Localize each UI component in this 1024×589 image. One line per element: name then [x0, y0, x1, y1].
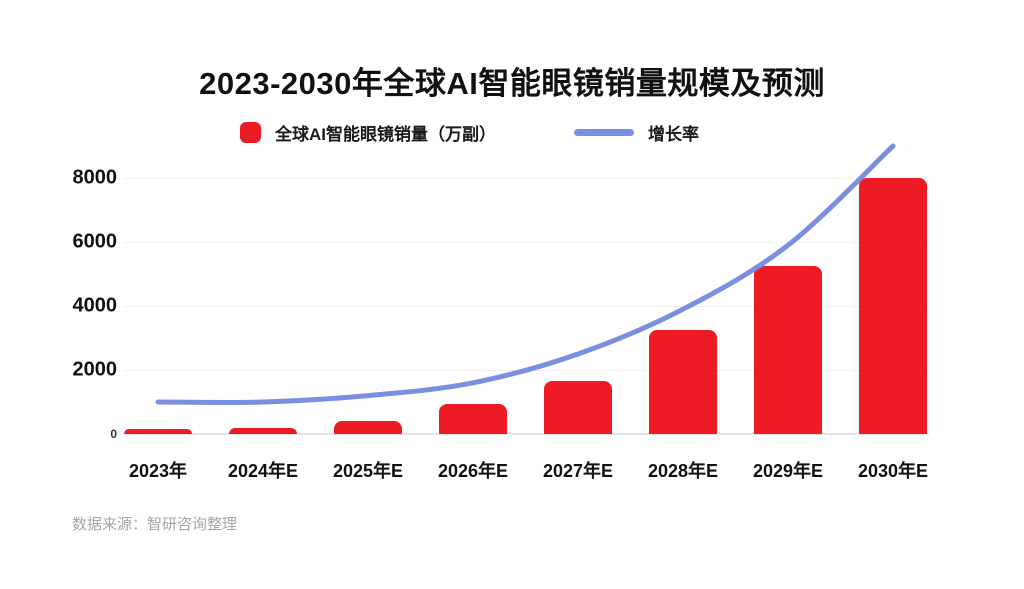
legend-swatch-red-square: [240, 121, 261, 143]
bar-2023年: [124, 429, 192, 434]
legend-swatch-blue-line: [574, 128, 634, 136]
x-axis-label: 2027年E: [542, 461, 614, 481]
x-axis-label: 2030年E: [857, 461, 929, 481]
y-axis-label: 4000: [72, 294, 118, 317]
legend-label-growth: 增长率: [648, 124, 699, 144]
bar-2027年E: [544, 381, 612, 434]
x-axis-label: 2023年: [128, 461, 188, 481]
legend-label-sales: 全球AI智能眼镜销量（万副）: [275, 124, 496, 144]
y-axis-label: 8000: [72, 166, 118, 189]
gridline: [125, 242, 928, 243]
source-note: 数据来源：智研咨询整理: [72, 516, 238, 533]
x-axis-label: 2029年E: [752, 461, 824, 481]
bar-2029年E: [754, 266, 822, 434]
y-axis-label: 6000: [72, 230, 118, 253]
y-axis-label: 2000: [72, 358, 118, 381]
x-axis-label: 2028年E: [647, 461, 719, 481]
x-axis-label: 2024年E: [227, 461, 299, 481]
x-axis-label: 2026年E: [437, 461, 509, 481]
chart-title: 2023-2030年全球AI智能眼镜销量规模及预测: [199, 66, 825, 101]
legend-item-sales: 全球AI智能眼镜销量（万副）: [240, 120, 496, 145]
x-axis-label: 2025年E: [332, 461, 404, 481]
legend-item-growth: 增长率: [574, 120, 699, 145]
bar-2030年E: [859, 178, 927, 434]
bar-2024年E: [229, 428, 297, 434]
gridline: [125, 178, 928, 179]
legend: 全球AI智能眼镜销量（万副） 增长率: [240, 117, 699, 147]
bar-2025年E: [334, 421, 402, 434]
bar-2028年E: [649, 330, 717, 434]
y-axis-label: 0: [110, 427, 117, 441]
x-axis-baseline: [125, 433, 928, 435]
bar-2026年E: [439, 403, 507, 434]
